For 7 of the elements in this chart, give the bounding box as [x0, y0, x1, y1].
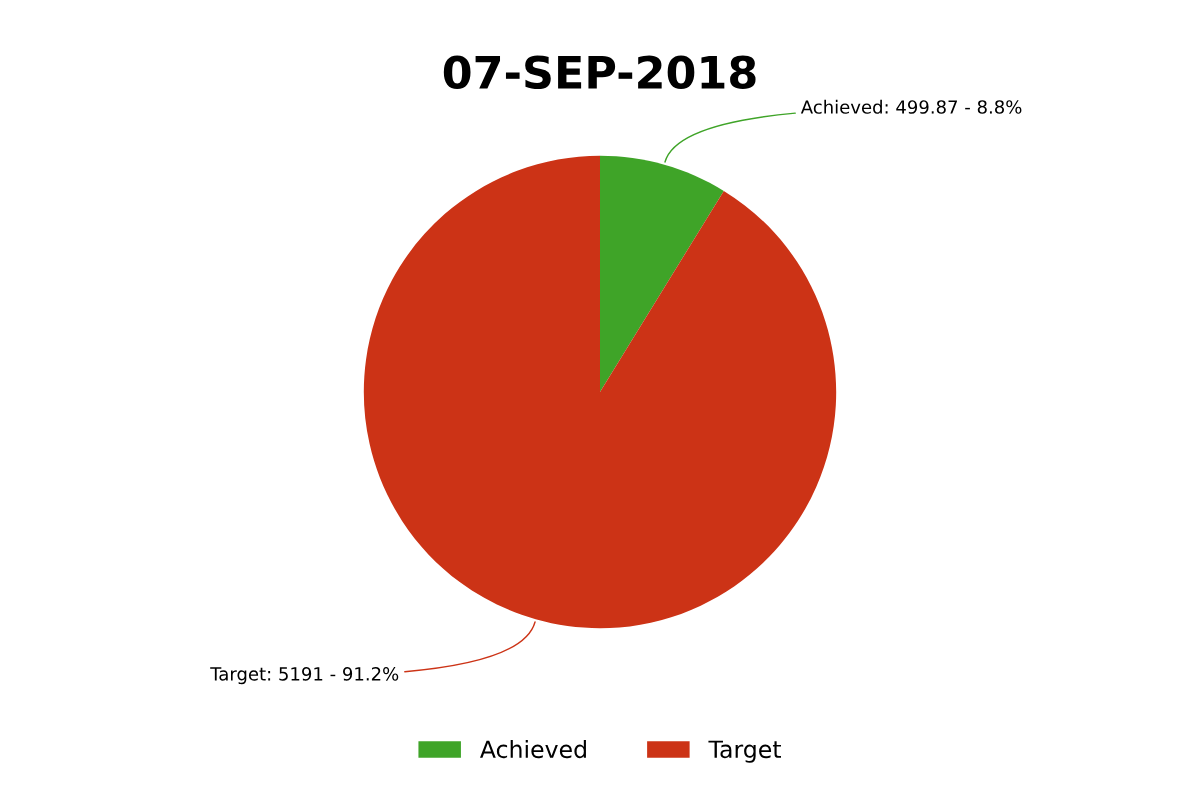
legend-label: Target: [708, 740, 781, 763]
data-label: Target: 5191 - 91.2%: [210, 667, 399, 685]
chart-title: 07-SEP-2018: [443, 55, 756, 90]
data-label: Achieved: 499.87 - 8.8%: [800, 99, 1022, 114]
pie-slice: [600, 155, 724, 392]
pie-slice: [363, 155, 837, 629]
legend-label: Achieved: [480, 739, 586, 759]
